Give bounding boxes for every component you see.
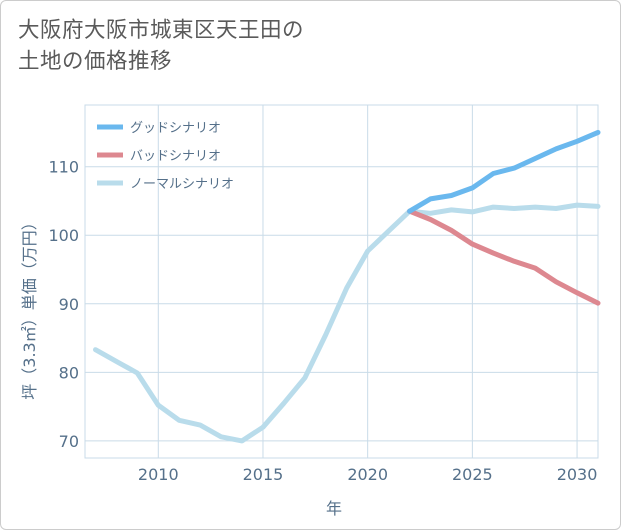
x-tick-label: 2010	[138, 465, 179, 484]
series-line-2	[93, 202, 601, 444]
chart-title-line-2: 土地の価格推移	[18, 49, 173, 74]
chart-series	[93, 129, 601, 444]
legend-label-0: グッドシナリオ	[130, 121, 221, 136]
x-tick-label: 2030	[557, 465, 598, 484]
legend-label-2: ノーマルシナリオ	[130, 177, 234, 192]
y-tick-label: 90	[59, 295, 79, 314]
y-tick-label: 70	[59, 432, 79, 451]
y-tick-label: 100	[48, 226, 79, 245]
y-tick-label: 80	[59, 363, 79, 382]
chart-title-line-1: 大阪府大阪市城東区天王田の	[18, 18, 305, 43]
series-line-1	[407, 208, 601, 306]
series-line-0	[407, 129, 601, 214]
x-tick-label: 2015	[243, 465, 284, 484]
chart-title: 大阪府大阪市城東区天王田の 土地の価格推移	[18, 15, 304, 77]
x-axis-label: 年	[326, 499, 342, 518]
y-axis-label: 坪（3.3㎡）単価（万円）	[20, 214, 39, 399]
y-axis-ticks: 70 80 90 100 110	[48, 158, 79, 451]
y-tick-label: 110	[48, 158, 79, 177]
x-tick-label: 2025	[452, 465, 493, 484]
plot-area-frame	[84, 104, 599, 459]
x-axis-ticks: 2010 2015 2020 2025 2030	[138, 465, 597, 484]
legend-label-1: バッドシナリオ	[130, 149, 221, 164]
x-tick-label: 2020	[347, 465, 388, 484]
